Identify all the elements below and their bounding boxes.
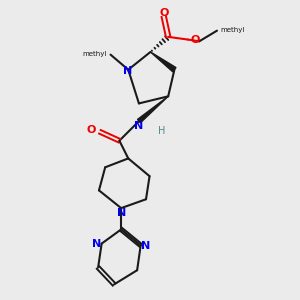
Polygon shape [137,96,168,123]
Polygon shape [150,52,176,72]
Text: O: O [190,34,200,44]
Text: methyl: methyl [82,51,107,57]
Text: methyl: methyl [220,27,245,33]
Text: N: N [141,241,151,251]
Text: N: N [123,67,132,76]
Text: N: N [134,121,143,130]
Text: N: N [92,239,101,250]
Text: N: N [116,208,126,218]
Text: O: O [87,125,96,135]
Text: O: O [160,8,169,18]
Text: H: H [158,126,166,136]
